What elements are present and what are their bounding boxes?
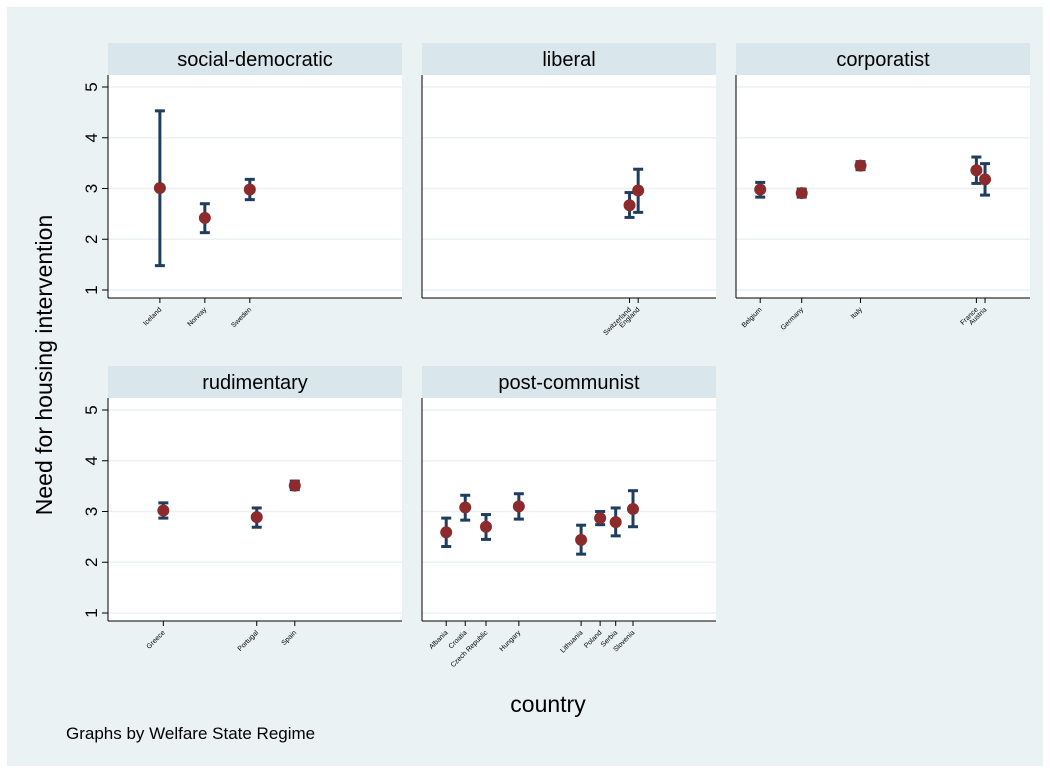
point-marker	[854, 159, 867, 172]
panel-header	[422, 43, 716, 75]
plot-area	[108, 75, 402, 298]
point-marker	[512, 500, 525, 513]
point-marker	[440, 526, 453, 539]
point-marker	[575, 533, 588, 546]
point-marker	[632, 184, 645, 197]
y-tick-label: 5	[82, 405, 101, 414]
panel-title: liberal	[542, 49, 595, 71]
panel-title: rudimentary	[202, 372, 308, 394]
point-marker	[459, 501, 472, 514]
y-tick-label: 2	[82, 235, 101, 244]
point-marker	[623, 199, 636, 212]
point-marker	[479, 520, 492, 533]
point-marker	[626, 502, 639, 515]
point-marker	[243, 183, 256, 196]
panel-title: corporatist	[836, 49, 930, 71]
point-marker	[157, 504, 170, 517]
point-marker	[288, 479, 301, 492]
y-tick-label: 5	[82, 82, 101, 91]
y-tick-label: 4	[82, 133, 101, 142]
panel-title: social-democratic	[177, 49, 333, 71]
plot-area	[422, 398, 716, 621]
plot-area	[108, 398, 402, 621]
point-marker	[970, 164, 983, 177]
point-marker	[153, 181, 166, 194]
y-axis-title: Need for housing intervention	[31, 215, 57, 515]
panel-header	[736, 43, 1030, 75]
plot-area	[422, 75, 716, 298]
panel-header	[108, 366, 402, 398]
y-tick-label: 1	[82, 608, 101, 617]
x-axis-title: country	[510, 691, 586, 717]
y-tick-label: 4	[82, 456, 101, 465]
panel-header	[422, 366, 716, 398]
point-marker	[979, 173, 992, 186]
point-marker	[609, 516, 622, 529]
y-tick-label: 3	[82, 507, 101, 516]
y-tick-label: 2	[82, 558, 101, 567]
point-marker	[795, 187, 808, 200]
y-tick-label: 3	[82, 184, 101, 193]
panel-title: post-communist	[498, 372, 640, 394]
point-marker	[594, 512, 607, 525]
point-marker	[754, 183, 767, 196]
graphs-by-note: Graphs by Welfare State Regime	[66, 724, 315, 743]
point-marker	[198, 211, 211, 224]
point-marker	[250, 511, 263, 524]
panel-header	[108, 43, 402, 75]
y-tick-label: 1	[82, 285, 101, 294]
plot-area	[736, 75, 1030, 298]
